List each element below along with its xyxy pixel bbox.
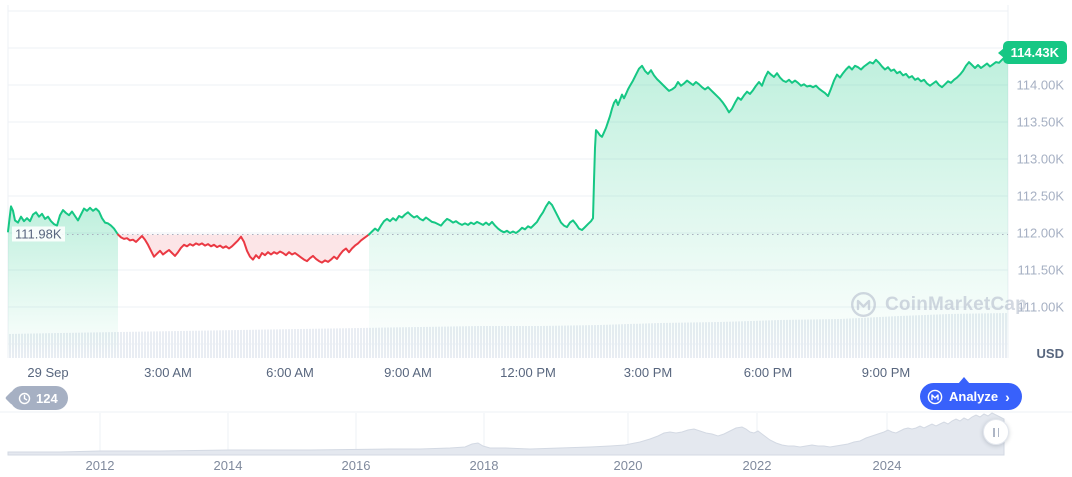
history-clock-icon [18,392,31,404]
coinmarketcap-logo-icon [850,291,877,318]
navigator-year-label: 2012 [85,458,115,473]
y-axis-label: 112.50K [1016,188,1064,204]
y-axis-label: 111.00K [1017,299,1064,315]
time-axis-label: 6:00 AM [266,365,314,380]
time-axis-label: 9:00 PM [861,365,911,380]
coinmarketcap-logo-icon [927,389,943,404]
chevron-right-icon: › [1005,388,1010,405]
navigator-year-label: 2018 [469,458,499,473]
y-axis-label: 113.00K [1016,151,1064,167]
y-axis-label: 114.00K [1016,77,1064,93]
coinmarketcap-watermark: CoinMarketCap [850,291,1027,318]
baseline-price-label: 111.98K [12,226,65,242]
currency-unit-label: USD [1036,346,1064,361]
navigator-year-label: 2022 [742,458,772,473]
time-axis-label: 9:00 AM [384,365,432,380]
time-axis-label: 6:00 PM [743,365,793,380]
time-axis-label: 3:00 PM [623,365,673,380]
navigator-year-label: 2020 [613,458,643,473]
time-axis-label: 12:00 PM [500,365,556,380]
time-axis-label: 29 Sep [27,365,69,380]
y-axis-label: 111.50K [1017,262,1064,278]
time-axis-label: 3:00 AM [144,365,192,380]
watermark-text: CoinMarketCap [885,293,1027,315]
watchers-badge: 124 [10,386,68,410]
analyze-button-label: Analyze [949,389,999,404]
analyze-button[interactable]: Analyze › [920,377,1022,410]
navigator-year-label: 2014 [213,458,243,473]
current-price-badge: 114.43K [1002,41,1067,64]
y-axis-label: 113.50K [1016,114,1064,130]
navigator-year-label: 2024 [872,458,902,473]
navigator-range-handle[interactable] [983,419,1009,445]
y-axis-label: 112.00K [1016,225,1064,241]
navigator-year-label: 2016 [341,458,371,473]
watchers-count: 124 [36,390,58,406]
